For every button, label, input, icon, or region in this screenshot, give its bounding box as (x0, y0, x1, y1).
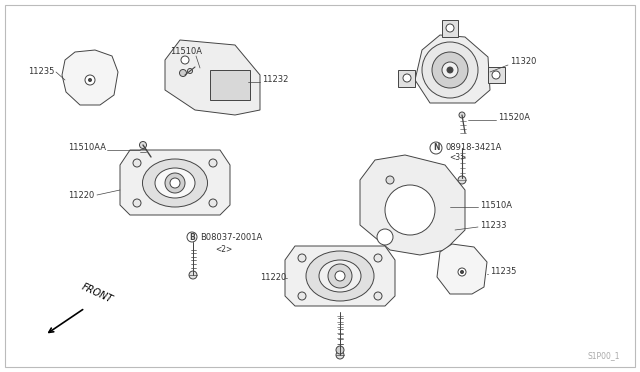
Text: 11220: 11220 (260, 273, 286, 282)
Polygon shape (415, 35, 490, 103)
Polygon shape (488, 67, 505, 83)
Ellipse shape (155, 168, 195, 198)
Circle shape (432, 52, 468, 88)
Polygon shape (437, 244, 487, 294)
Text: 11235: 11235 (490, 267, 516, 276)
Circle shape (374, 292, 382, 300)
Text: 11220: 11220 (68, 190, 94, 199)
Circle shape (133, 199, 141, 207)
Circle shape (209, 159, 217, 167)
Circle shape (446, 24, 454, 32)
Circle shape (170, 178, 180, 188)
Circle shape (187, 232, 197, 242)
Circle shape (385, 185, 435, 235)
Text: 11232: 11232 (262, 76, 289, 84)
Circle shape (165, 173, 185, 193)
Circle shape (447, 67, 453, 73)
Polygon shape (398, 70, 415, 87)
Text: S1P00_1: S1P00_1 (588, 351, 620, 360)
Polygon shape (285, 246, 395, 306)
Circle shape (422, 42, 478, 98)
Circle shape (298, 254, 306, 262)
Circle shape (133, 159, 141, 167)
Text: B: B (189, 232, 195, 241)
Text: B08037-2001A: B08037-2001A (200, 234, 262, 243)
Circle shape (374, 254, 382, 262)
Text: 08918-3421A: 08918-3421A (445, 144, 501, 153)
Circle shape (430, 142, 442, 154)
Circle shape (209, 199, 217, 207)
Circle shape (459, 112, 465, 118)
Text: <2>: <2> (215, 246, 232, 254)
Circle shape (458, 268, 466, 276)
Circle shape (328, 264, 352, 288)
Circle shape (492, 71, 500, 79)
Circle shape (403, 74, 411, 82)
Text: 11510AA: 11510AA (68, 144, 106, 153)
Polygon shape (62, 50, 118, 105)
Text: 11510A: 11510A (170, 48, 202, 57)
Circle shape (298, 292, 306, 300)
Circle shape (88, 78, 92, 81)
Circle shape (181, 56, 189, 64)
Ellipse shape (319, 260, 361, 292)
Bar (210, 70, 250, 100)
Text: 11233: 11233 (480, 221, 506, 230)
Circle shape (335, 271, 345, 281)
Circle shape (85, 75, 95, 85)
Circle shape (377, 229, 393, 245)
Circle shape (179, 70, 186, 77)
Text: 11320: 11320 (510, 58, 536, 67)
Circle shape (458, 176, 466, 184)
Ellipse shape (143, 159, 207, 207)
Circle shape (189, 271, 197, 279)
Circle shape (336, 346, 344, 354)
Text: FRONT: FRONT (80, 282, 115, 305)
Circle shape (140, 141, 147, 148)
Circle shape (461, 270, 463, 273)
Text: N: N (433, 144, 439, 153)
Circle shape (336, 351, 344, 359)
Circle shape (442, 62, 458, 78)
Polygon shape (165, 40, 260, 115)
Text: <3>: <3> (449, 154, 467, 163)
Ellipse shape (306, 251, 374, 301)
Polygon shape (120, 150, 230, 215)
Text: 11520A: 11520A (498, 113, 530, 122)
Circle shape (386, 176, 394, 184)
Polygon shape (442, 20, 458, 37)
Text: 11235: 11235 (28, 67, 54, 77)
Polygon shape (360, 155, 465, 255)
Circle shape (188, 68, 193, 74)
Text: 11510A: 11510A (480, 201, 512, 209)
